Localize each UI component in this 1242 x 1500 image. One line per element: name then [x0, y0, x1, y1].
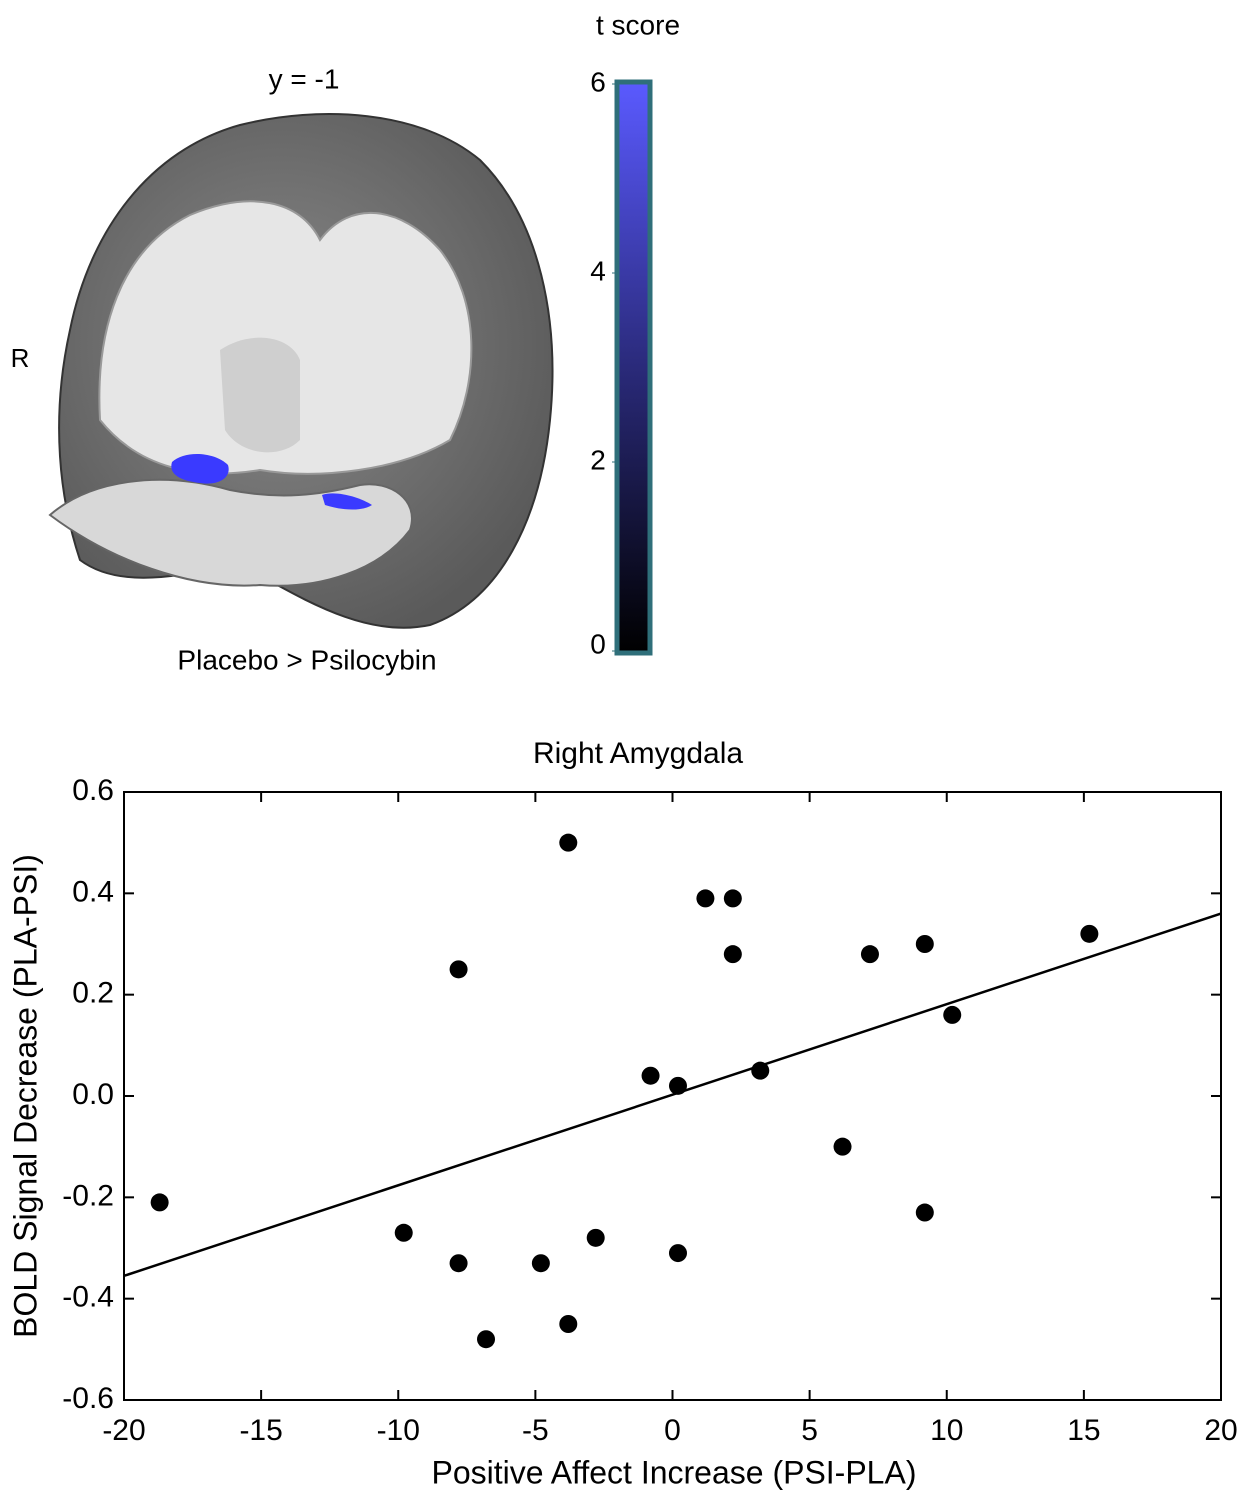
colorbar-tick-label: 0 [590, 628, 606, 659]
point [751, 1062, 769, 1080]
point [151, 1193, 169, 1211]
colorbar [617, 82, 650, 653]
point [450, 1254, 468, 1272]
point [916, 1204, 934, 1222]
y-tick-label: -0.2 [62, 1179, 114, 1212]
brain-caption: Placebo > Psilocybin [177, 644, 436, 675]
colorbar-tick-label: 4 [590, 255, 606, 286]
figure: y = -1 R Placebo > Psilocybin t score Ri… [0, 0, 1242, 1495]
trend-line [124, 914, 1221, 1276]
x-tick-label: 20 [1204, 1414, 1237, 1447]
y-tick-label: 0.4 [72, 875, 114, 908]
chart-title: Right Amygdala [533, 737, 743, 770]
x-axis-label: Positive Affect Increase (PSI-PLA) [432, 1454, 917, 1490]
point [450, 960, 468, 978]
point [669, 1244, 687, 1262]
y-tick-label: -0.4 [62, 1281, 114, 1314]
y-axis-label: BOLD Signal Decrease (PLA-PSI) [7, 854, 43, 1338]
point [696, 889, 714, 907]
point [559, 834, 577, 852]
colorbar-tick-label: 2 [590, 444, 606, 475]
point [724, 889, 742, 907]
x-tick-label: 15 [1067, 1414, 1100, 1447]
point [943, 1006, 961, 1024]
brain-image [50, 114, 552, 628]
point [1080, 925, 1098, 943]
y-tick-label: 0.2 [72, 977, 114, 1010]
point [916, 935, 934, 953]
x-tick-label: 10 [930, 1414, 963, 1447]
point [559, 1315, 577, 1333]
brain-title: y = -1 [269, 63, 340, 94]
point [532, 1254, 550, 1272]
x-tick-label: -5 [522, 1414, 549, 1447]
point [642, 1067, 660, 1085]
x-tick-label: 0 [664, 1414, 681, 1447]
x-tick-label: 5 [801, 1414, 818, 1447]
point [861, 945, 879, 963]
point [587, 1229, 605, 1247]
x-tick-label: -10 [377, 1414, 420, 1447]
point [669, 1077, 687, 1095]
point [834, 1138, 852, 1156]
point [395, 1224, 413, 1242]
colorbar-title: t score [596, 9, 680, 40]
y-tick-label: -0.6 [62, 1382, 114, 1415]
point [477, 1330, 495, 1348]
point [724, 945, 742, 963]
colorbar-tick-label: 6 [590, 66, 606, 97]
x-tick-label: -15 [239, 1414, 282, 1447]
y-tick-label: 0.0 [72, 1078, 114, 1111]
side-label: R [11, 343, 30, 373]
y-tick-label: 0.6 [72, 774, 114, 807]
x-tick-label: -20 [102, 1414, 145, 1447]
